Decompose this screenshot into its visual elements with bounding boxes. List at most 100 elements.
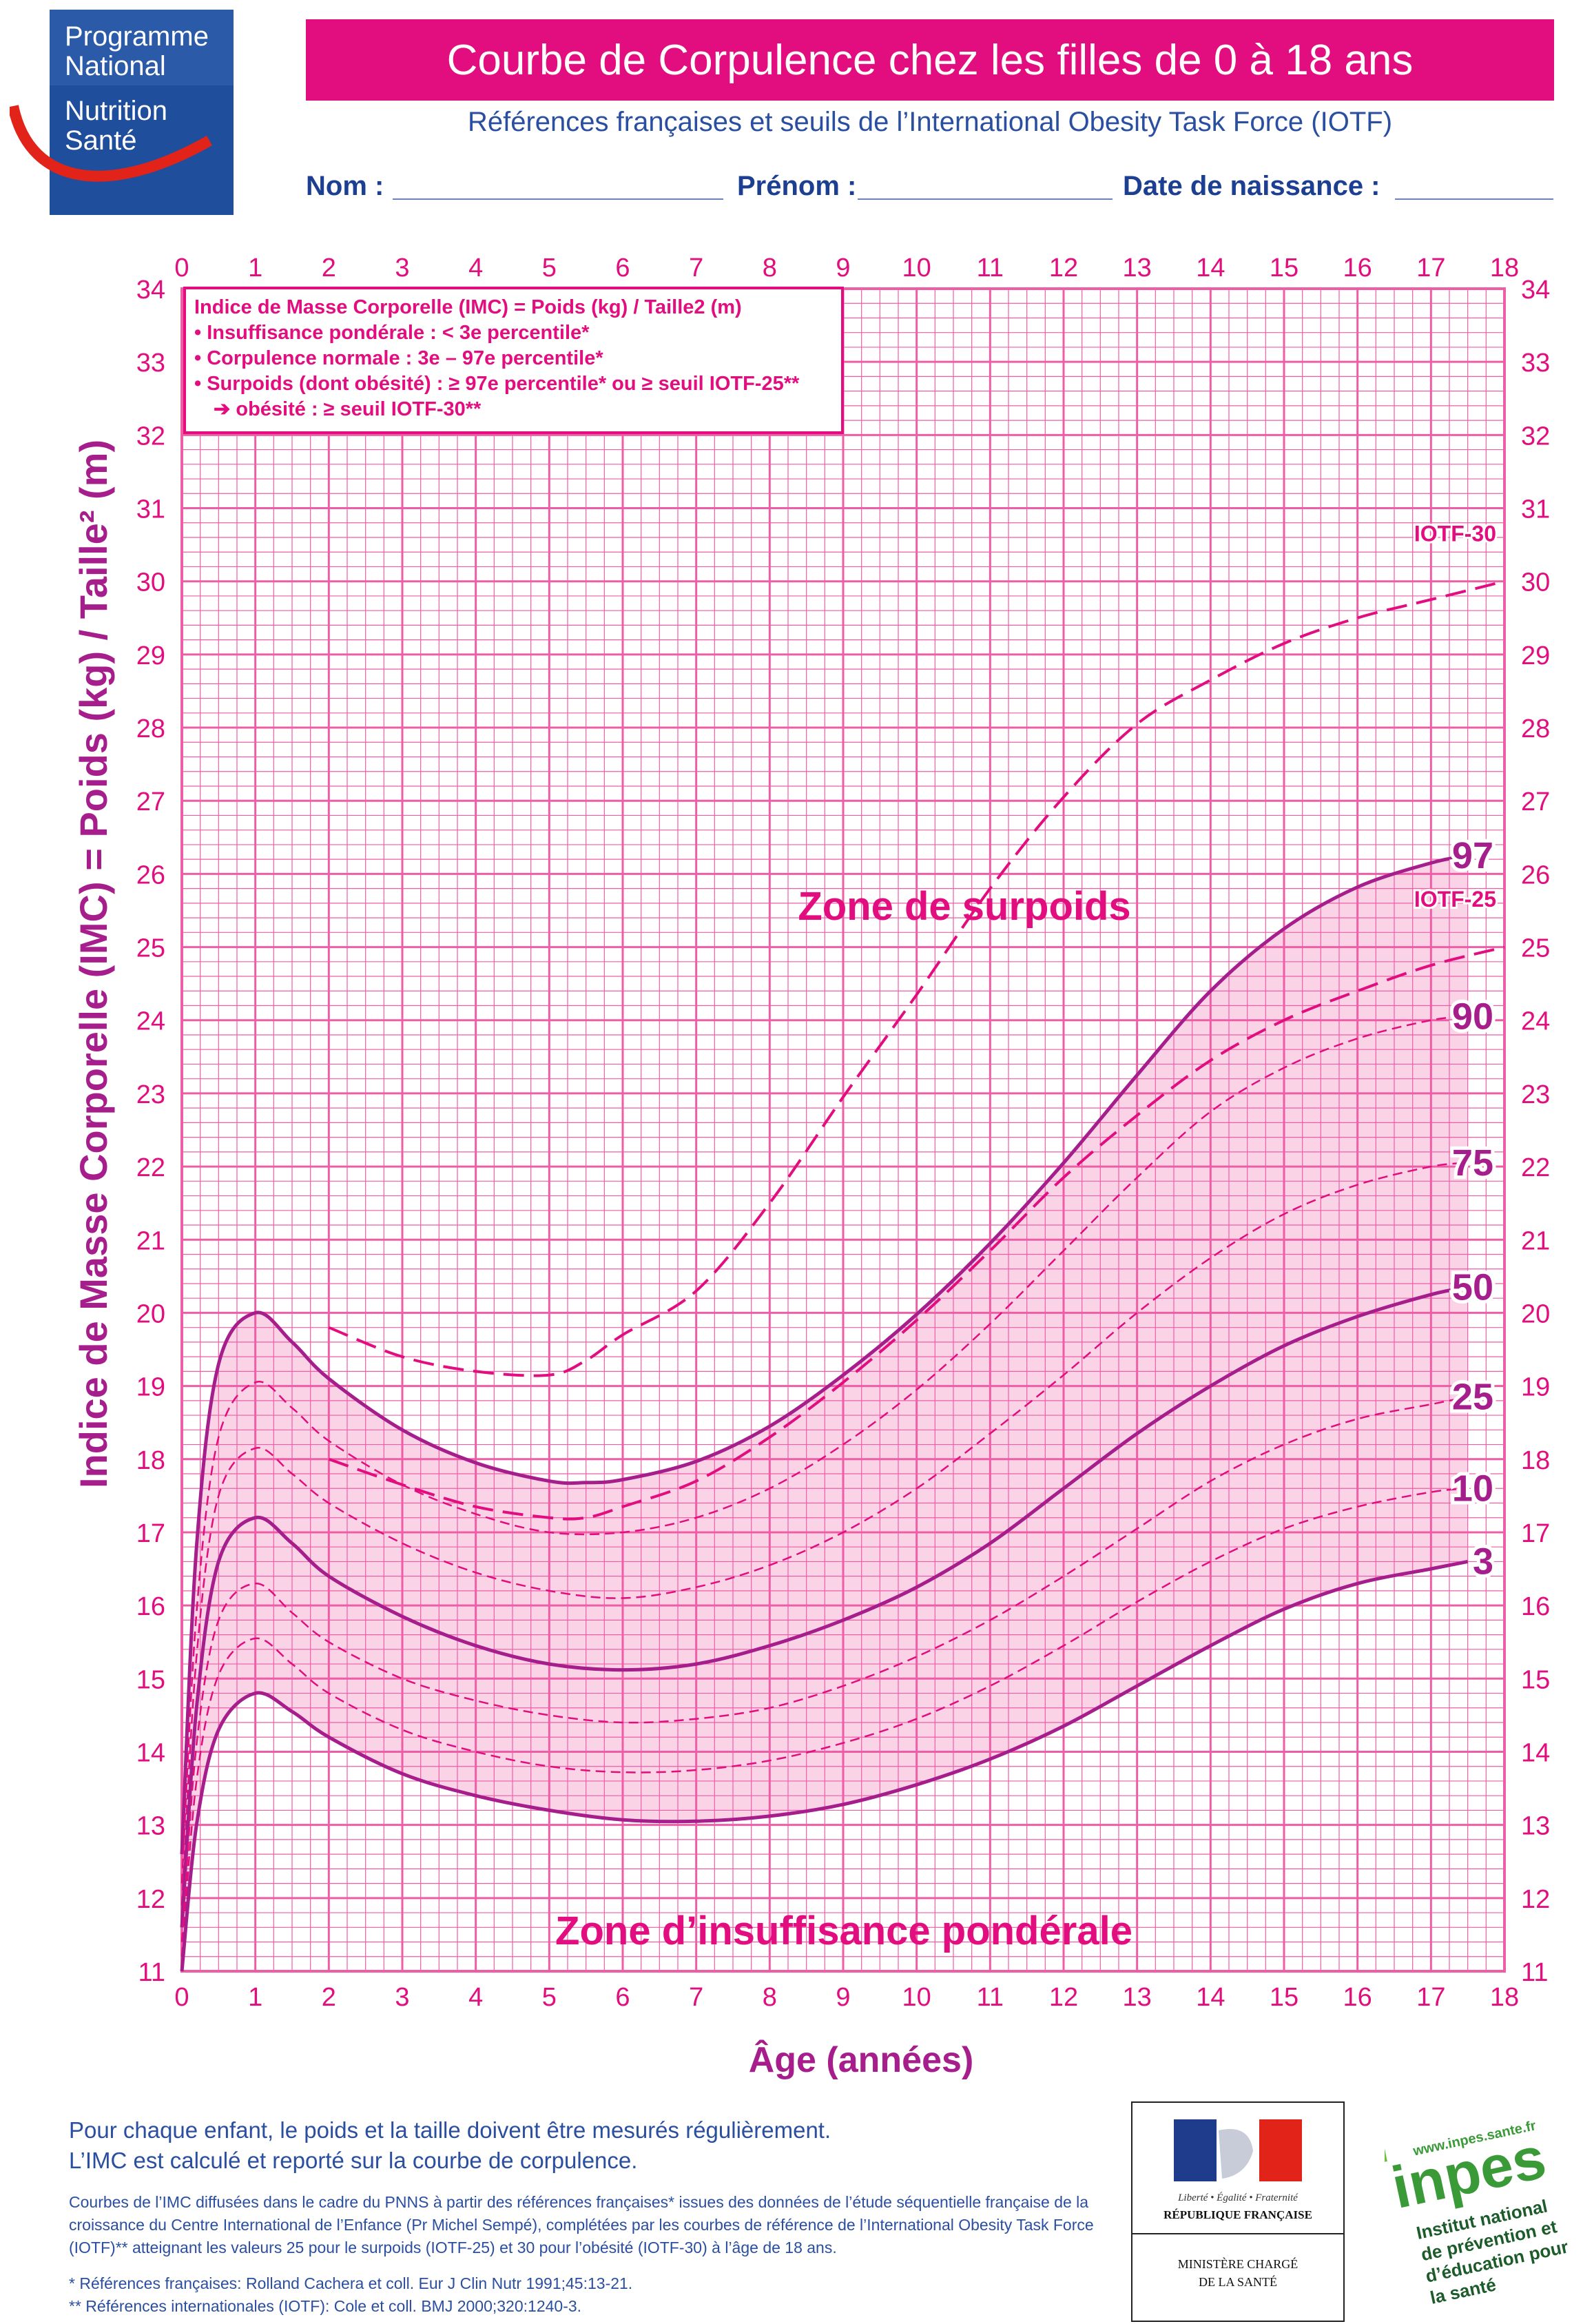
naissance-label: Date de naissance : xyxy=(1123,171,1380,201)
prenom-field[interactable] xyxy=(858,198,1113,200)
subtitle: Références françaises et seuils de l’Int… xyxy=(467,107,1393,137)
series-iotf-30-line xyxy=(328,579,1505,1377)
y-tick-label-right: 13 xyxy=(1521,1812,1550,1841)
y-tick-label-left: 22 xyxy=(136,1153,165,1182)
logo-swoosh xyxy=(10,105,212,182)
x-tick-label-bottom: 11 xyxy=(977,1983,1004,2012)
logo-top-band xyxy=(50,10,234,85)
x-tick-label-top: 13 xyxy=(1123,254,1152,282)
series-label-90: 90 xyxy=(1452,996,1493,1037)
y-tick-label-right: 24 xyxy=(1521,1007,1550,1036)
y-tick-label-right: 33 xyxy=(1521,349,1550,378)
x-tick-label-top: 0 xyxy=(174,254,189,282)
y-tick-label-right: 11 xyxy=(1521,1958,1548,1987)
legend-line4: • Surpoids (dont obésité) : ≥ 97e percen… xyxy=(194,373,800,395)
x-tick-label-bottom: 17 xyxy=(1416,1983,1445,2012)
series-label-iotf-30: IOTF-30 xyxy=(1414,521,1496,546)
legend-line1: Indice de Masse Corporelle (IMC) = Poids… xyxy=(194,296,742,318)
prenom-label: Prénom : xyxy=(737,171,857,201)
bmi-chart: 0011223344556677889910101111121213131414… xyxy=(136,254,1551,2012)
x-tick-label-bottom: 0 xyxy=(174,1983,189,2012)
x-tick-label-top: 3 xyxy=(395,254,409,282)
series-90-line xyxy=(180,1016,1468,1884)
title-bar: Courbe de Corpulence chez les filles de … xyxy=(306,19,1554,101)
y-tick-label-right: 15 xyxy=(1521,1665,1550,1694)
x-tick-label-top: 5 xyxy=(542,254,557,282)
x-tick-label-bottom: 18 xyxy=(1490,1983,1519,2012)
y-tick-label-left: 30 xyxy=(136,568,165,597)
x-tick-label-bottom: 15 xyxy=(1270,1983,1299,2012)
x-tick-label-top: 8 xyxy=(763,254,777,282)
y-tick-label-left: 26 xyxy=(136,861,165,890)
series-label-3: 3 xyxy=(1473,1541,1493,1582)
logo-line2: National xyxy=(65,51,166,81)
pnns-logo: Programme National Nutrition Santé xyxy=(10,10,234,215)
x-tick-label-bottom: 8 xyxy=(763,1983,777,2012)
x-tick-label-top: 14 xyxy=(1196,254,1225,282)
y-tick-label-right: 28 xyxy=(1521,714,1550,743)
x-axis-label: Âge (années) xyxy=(748,2040,974,2080)
x-tick-label-bottom: 13 xyxy=(1123,1983,1152,2012)
y-tick-label-left: 29 xyxy=(136,641,165,670)
y-tick-label-right: 14 xyxy=(1521,1738,1550,1767)
ministry-republic: RÉPUBLIQUE FRANÇAISE xyxy=(1163,2208,1312,2221)
x-tick-label-top: 18 xyxy=(1490,254,1519,282)
series-label-25: 25 xyxy=(1452,1377,1493,1418)
x-tick-label-bottom: 12 xyxy=(1049,1983,1078,2012)
series-label-50: 50 xyxy=(1452,1266,1493,1308)
ministry-line2: DE LA SANTÉ xyxy=(1199,2274,1277,2289)
x-tick-label-top: 15 xyxy=(1270,254,1299,282)
x-tick-label-top: 9 xyxy=(836,254,850,282)
x-tick-label-top: 10 xyxy=(902,254,931,282)
legend-line2: • Insuffisance pondérale : < 3e percenti… xyxy=(194,322,590,344)
y-tick-label-left: 13 xyxy=(136,1812,165,1841)
y-tick-label-left: 33 xyxy=(136,349,165,378)
y-tick-label-right: 12 xyxy=(1521,1885,1550,1914)
y-tick-label-right: 34 xyxy=(1521,276,1550,305)
legend-line3: • Corpulence normale : 3e – 97e percenti… xyxy=(194,347,603,369)
series-10-line xyxy=(180,1488,1468,1957)
y-axis-label: Indice de Masse Corporelle (IMC) = Poids… xyxy=(72,439,115,1488)
x-tick-label-top: 11 xyxy=(977,254,1004,282)
y-tick-label-left: 32 xyxy=(136,422,165,451)
y-tick-label-left: 14 xyxy=(136,1738,165,1767)
y-tick-label-right: 26 xyxy=(1521,861,1550,890)
nom-field[interactable] xyxy=(393,198,723,200)
page-title: Courbe de Corpulence chez les filles de … xyxy=(446,36,1414,84)
y-tick-label-left: 15 xyxy=(136,1665,165,1694)
y-tick-label-left: 11 xyxy=(138,1958,165,1987)
measurement-note: Pour chaque enfant, le poids et la taill… xyxy=(69,2115,1033,2176)
y-tick-label-left: 31 xyxy=(136,495,165,524)
naissance-field[interactable] xyxy=(1395,198,1553,200)
x-tick-label-bottom: 4 xyxy=(468,1983,483,2012)
note-line2: L’IMC est calculé et reporté sur la cour… xyxy=(69,2148,638,2173)
series-label-97: 97 xyxy=(1452,835,1493,876)
y-tick-label-left: 18 xyxy=(136,1446,165,1475)
logo-line4: Santé xyxy=(65,125,137,156)
ministry-motto: Liberté • Égalité • Fraternité xyxy=(1177,2192,1299,2203)
x-tick-label-bottom: 14 xyxy=(1196,1983,1225,2012)
x-tick-label-top: 1 xyxy=(248,254,262,282)
series-iotf-25-line xyxy=(328,945,1505,1521)
y-tick-label-right: 19 xyxy=(1521,1373,1550,1402)
series-50-line xyxy=(180,1285,1469,1928)
ticks: 0011223344556677889910101111121213131414… xyxy=(136,254,1551,2012)
y-tick-label-right: 17 xyxy=(1521,1519,1550,1548)
logo-line1: Programme xyxy=(65,21,209,52)
y-tick-label-left: 34 xyxy=(136,276,165,305)
nom-label: Nom : xyxy=(306,171,384,201)
series-labels: 97 90 75 50 25 10 3 IOTF-30 IOTF-25 xyxy=(1412,519,1498,1585)
y-tick-label-left: 23 xyxy=(136,1080,165,1109)
series-97-line xyxy=(180,854,1469,1855)
zone-insuffisance-label: Zone d’insuffisance pondérale xyxy=(555,1909,1132,1953)
zone-surpoids-label: Zone de surpoids xyxy=(798,884,1130,929)
y-tick-label-right: 32 xyxy=(1521,422,1550,451)
x-tick-label-bottom: 16 xyxy=(1343,1983,1372,2012)
legend-line5: ➔ obésité : ≥ seuil IOTF-30** xyxy=(214,398,482,420)
y-tick-label-right: 20 xyxy=(1521,1299,1550,1328)
y-tick-label-right: 27 xyxy=(1521,788,1550,816)
x-tick-label-top: 6 xyxy=(615,254,630,282)
marianne-logo: Liberté • Égalité • Fraternité RÉPUBLIQU… xyxy=(1132,2119,1343,2289)
x-tick-label-top: 17 xyxy=(1416,254,1445,282)
y-tick-label-right: 16 xyxy=(1521,1592,1550,1621)
